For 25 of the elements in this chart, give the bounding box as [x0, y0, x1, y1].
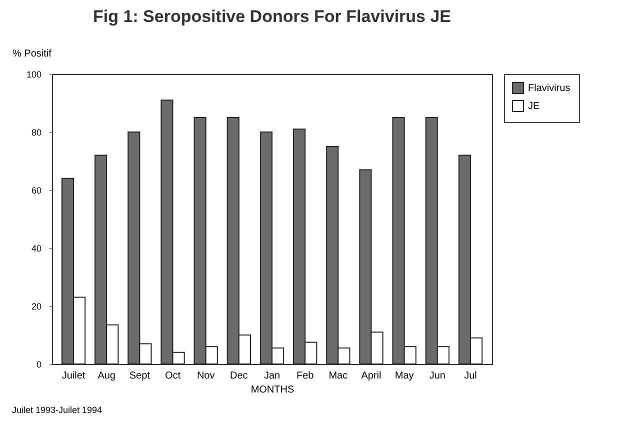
x-tick-label: Sept — [129, 370, 150, 382]
legend-label: Flavivirus — [528, 83, 570, 94]
y-tick-label: 0 — [36, 360, 42, 370]
x-tick-label: Feb — [296, 370, 314, 382]
x-tick-label: Juilet — [62, 370, 86, 382]
x-tick-label: Mac — [328, 370, 348, 382]
legend-label: JE — [528, 101, 540, 112]
x-tick-label: May — [394, 370, 414, 382]
y-tick-label: 20 — [31, 302, 42, 312]
x-tick-label: April — [361, 370, 382, 382]
y-axis-title: % Positif — [12, 48, 52, 60]
x-tick-label: Dec — [230, 370, 248, 382]
x-tick-label: Aug — [98, 370, 116, 382]
y-tick-label: 100 — [26, 70, 42, 80]
y-tick-label: 60 — [31, 186, 42, 196]
x-tick-label: Jan — [264, 370, 280, 382]
text: Juilet 1993-Juilet 1994 — [12, 405, 102, 415]
x-axis-title: MONTHS — [250, 384, 294, 396]
y-tick-label: 40 — [31, 244, 42, 254]
x-tick-label: Oct — [164, 370, 181, 382]
x-tick-label: Nov — [196, 370, 215, 382]
x-tick-label: Jul — [464, 370, 477, 382]
chart-title: Fig 1: Seropositive Donors For Flavivirus JE — [92, 7, 452, 26]
y-tick-label: 80 — [31, 128, 42, 138]
x-tick-label: Jun — [429, 370, 446, 382]
